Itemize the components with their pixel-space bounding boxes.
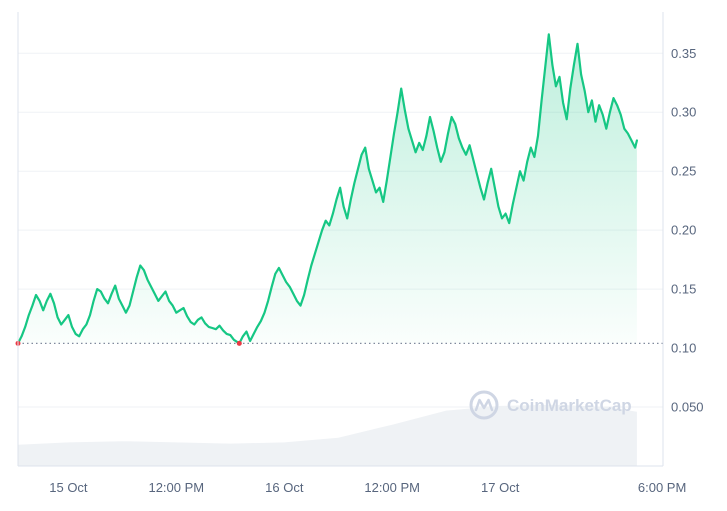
x-axis: 15 Oct 12:00 PM 16 Oct 12:00 PM 17 Oct 6… [49, 480, 686, 495]
y-tick-label: 0.30 [671, 105, 696, 120]
watermark-text: CoinMarketCap [507, 396, 632, 415]
plot-border [17, 12, 664, 467]
volume-area [18, 404, 637, 466]
x-tick-label: 6:00 PM [638, 480, 686, 495]
volume-shape [18, 404, 637, 466]
y-tick-label: 0.050 [671, 400, 704, 415]
price-area [18, 34, 637, 344]
y-tick-label: 0.25 [671, 164, 696, 179]
coinmarketcap-logo-icon [469, 390, 499, 420]
x-tick-label: 12:00 PM [364, 480, 420, 495]
x-tick-label: 12:00 PM [148, 480, 204, 495]
y-tick-label: 0.35 [671, 46, 696, 61]
x-tick-label: 15 Oct [49, 480, 88, 495]
price-series [16, 33, 638, 345]
low-marker [236, 340, 242, 346]
x-tick-label: 17 Oct [481, 480, 520, 495]
coinmarketcap-logo-mark [474, 398, 494, 412]
y-axis: 0.35 0.30 0.25 0.20 0.15 0.10 0.050 [671, 46, 704, 415]
y-tick-label: 0.15 [671, 282, 696, 297]
y-tick-label: 0.20 [671, 223, 696, 238]
x-tick-label: 16 Oct [265, 480, 304, 495]
coinmarketcap-watermark: CoinMarketCap [469, 390, 632, 420]
y-tick-label: 0.10 [671, 341, 696, 356]
price-area-fill [18, 34, 637, 344]
low-markers [15, 340, 242, 346]
price-line [16, 33, 638, 345]
